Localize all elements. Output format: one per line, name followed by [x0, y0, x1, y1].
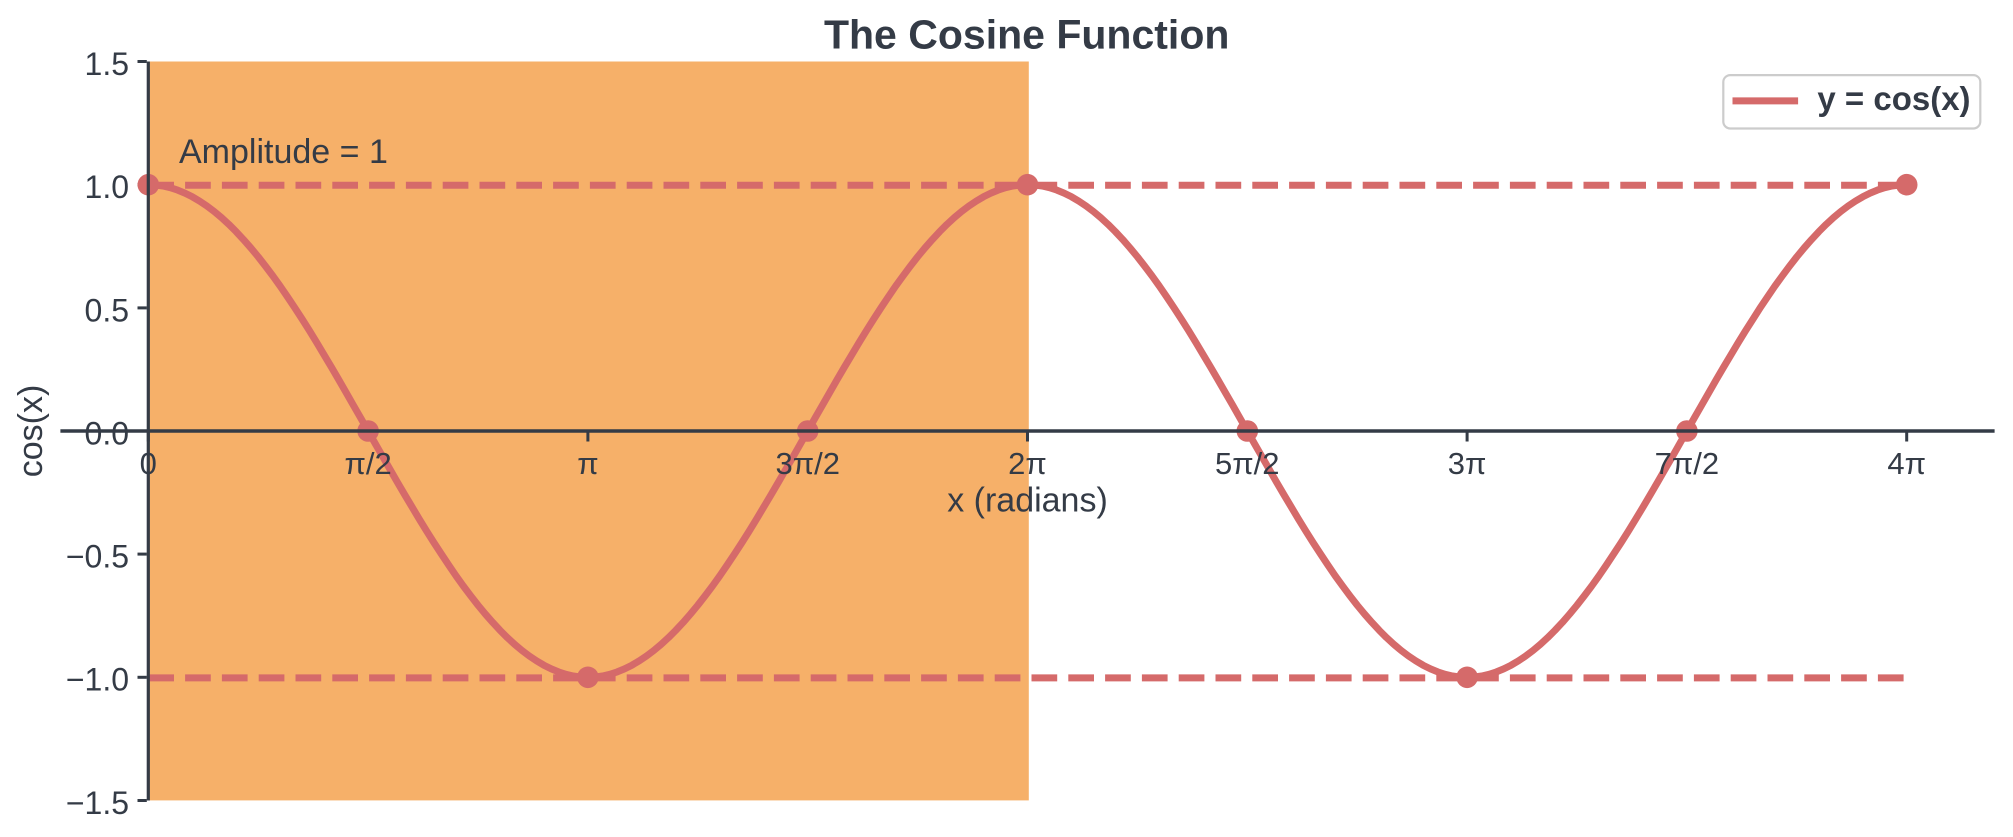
svg-text:3π: 3π: [1448, 446, 1487, 481]
svg-text:−0.5: −0.5: [66, 539, 129, 575]
svg-text:1.0: 1.0: [85, 169, 129, 205]
svg-text:2π: 2π: [1008, 446, 1047, 481]
svg-text:7π/2: 7π/2: [1655, 446, 1719, 481]
svg-text:π/2: π/2: [344, 446, 391, 481]
svg-text:cos(x): cos(x): [12, 385, 50, 478]
svg-text:The Cosine Function: The Cosine Function: [824, 12, 1229, 58]
svg-text:1.5: 1.5: [85, 46, 129, 82]
svg-text:0.5: 0.5: [85, 292, 129, 328]
svg-text:3π/2: 3π/2: [775, 446, 839, 481]
svg-text:−1.0: −1.0: [66, 662, 129, 698]
svg-text:0.0: 0.0: [85, 415, 129, 451]
svg-text:x (radians): x (radians): [947, 482, 1108, 520]
svg-text:π: π: [577, 446, 598, 481]
svg-text:5π/2: 5π/2: [1215, 446, 1279, 481]
svg-text:−1.5: −1.5: [66, 785, 129, 821]
svg-text:Amplitude = 1: Amplitude = 1: [179, 133, 388, 171]
svg-text:0: 0: [140, 446, 157, 481]
svg-text:y = cos(x): y = cos(x): [1817, 80, 1970, 117]
svg-text:4π: 4π: [1887, 446, 1926, 481]
